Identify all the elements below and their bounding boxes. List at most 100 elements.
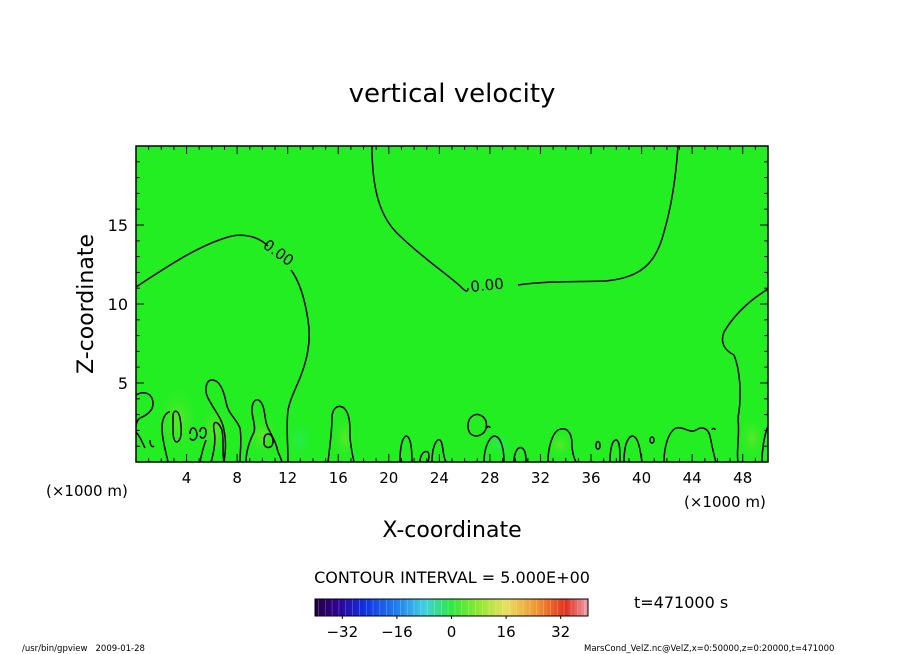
colorbar-cell — [543, 599, 548, 616]
plot-field — [136, 146, 768, 462]
colorbar-cell — [355, 599, 360, 616]
contour-small — [161, 411, 171, 462]
contour-closed — [172, 410, 182, 443]
colorbar-tick-label: −32 — [326, 623, 358, 641]
colorbar-cell — [393, 599, 398, 616]
contour-dot — [711, 427, 716, 431]
contour-zero-center — [517, 146, 679, 286]
colorbar-cell — [362, 599, 367, 616]
colorbar-cell — [427, 599, 432, 616]
colorbar-cell — [529, 599, 534, 616]
colorbar-cell — [581, 599, 585, 616]
colorbar-cell — [328, 599, 333, 616]
colorbar-cell — [526, 599, 531, 616]
footer-right: MarsCond_VelZ.nc@VelZ,x=0:50000,z=0:2000… — [584, 644, 834, 654]
warm-patch — [736, 414, 768, 462]
y-axis-ticks: 5 10 15 — [108, 145, 768, 463]
colorbar-cell — [519, 599, 524, 616]
colorbar-cell — [509, 599, 514, 616]
colorbar-ticks: −32 −16 0 16 32 — [326, 616, 570, 641]
colorbar-cell — [451, 599, 456, 616]
contour-small — [189, 427, 198, 441]
colorbar-cell — [366, 599, 370, 616]
colorbar-cell — [345, 599, 350, 616]
colorbar-cell — [502, 599, 507, 616]
colorbar-cell — [338, 599, 343, 616]
contour-small — [595, 440, 601, 450]
x-tick-label: 32 — [531, 469, 550, 487]
colorbar-cell — [410, 599, 415, 616]
colorbar-cell — [495, 599, 500, 616]
colorbar-cell — [437, 599, 442, 616]
colorbar-cell — [403, 599, 408, 616]
contour-interval: CONTOUR INTERVAL = 5.000E+00 — [314, 568, 590, 587]
colorbar-cell — [547, 599, 551, 616]
colorbar-cell — [431, 599, 435, 616]
colorbar-cell — [369, 599, 374, 616]
contour-small — [761, 425, 768, 462]
colorbar-cell — [516, 599, 521, 616]
colorbar-cell — [485, 599, 490, 616]
colorbar-cell — [471, 599, 476, 616]
colorbar-cell — [318, 599, 323, 616]
colorbar-tick-label: 32 — [551, 623, 570, 641]
contour-lines — [136, 146, 768, 462]
contour-small — [199, 439, 207, 462]
warm-patch — [156, 380, 200, 460]
contour-small — [609, 439, 621, 462]
colorbar-cell — [335, 599, 340, 616]
x-tick-label: 28 — [480, 469, 499, 487]
contour-small — [210, 421, 225, 462]
colorbar-cell — [424, 599, 429, 616]
x-tick-label: 12 — [278, 469, 297, 487]
colorbar-cell — [461, 599, 466, 616]
contour-zero-left — [136, 234, 269, 288]
contour-small — [199, 426, 207, 439]
x-tick-label: 44 — [683, 469, 702, 487]
colorbar-cell — [349, 599, 353, 616]
contour-label: 0.00 — [470, 275, 505, 296]
contour-closed — [263, 433, 274, 449]
colorbar-cell — [557, 599, 562, 616]
colorbar-cell — [567, 599, 572, 616]
contour-small — [205, 379, 242, 462]
colorbar-cell — [489, 599, 493, 616]
colorbar-cell — [475, 599, 480, 616]
x-unit-right: (×1000 m) — [684, 493, 766, 511]
colorbar-cell — [373, 599, 377, 616]
contour-small — [136, 431, 146, 449]
x-tick-label: 40 — [632, 469, 651, 487]
colorbar-cell — [564, 599, 568, 616]
warm-patch — [197, 400, 233, 460]
x-tick-label: 24 — [430, 469, 449, 487]
colorbar-cell — [574, 599, 579, 616]
colorbar-cell — [468, 599, 473, 616]
x-axis-ticks: 4 8 12 16 20 24 28 32 36 40 44 48 — [135, 146, 769, 487]
colorbar-tick-label: −16 — [381, 623, 413, 641]
contour-small — [663, 426, 717, 462]
colorbar-cell — [533, 599, 538, 616]
colorbar-cell — [417, 599, 422, 616]
colorbar-cell — [482, 599, 487, 616]
colorbar-cell — [390, 599, 394, 616]
contour-small — [623, 435, 643, 462]
contour-zero-center — [371, 146, 469, 292]
footer-left: /usr/bin/gpview 2009-01-28 — [22, 644, 145, 654]
warm-patch — [244, 411, 280, 459]
colorbar-cell — [379, 599, 384, 616]
contour-small — [245, 399, 283, 462]
contour-small — [547, 428, 577, 462]
contour-closed — [467, 413, 488, 437]
colorbar-cell — [536, 599, 541, 616]
colorbar-cell — [420, 599, 425, 616]
colorbar-cell — [359, 599, 364, 616]
colorbar-cell — [492, 599, 497, 616]
x-tick-label: 48 — [733, 469, 752, 487]
contour-small — [419, 450, 430, 462]
contour-small — [327, 405, 355, 462]
colorbar-cell — [478, 599, 483, 616]
y-tick-label: 15 — [108, 216, 128, 235]
time-label: t=471000 s — [634, 593, 728, 612]
y-tick-label: 10 — [108, 295, 128, 314]
y-axis-label: Z-coordinate — [74, 234, 99, 374]
